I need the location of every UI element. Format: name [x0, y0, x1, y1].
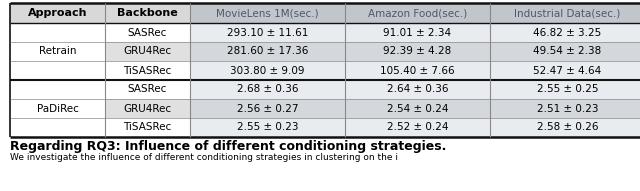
Bar: [345, 99, 490, 118]
Bar: [345, 118, 490, 137]
Text: 91.01 ± 2.34: 91.01 ± 2.34: [383, 28, 452, 37]
Bar: [190, 42, 345, 61]
Text: GRU4Rec: GRU4Rec: [124, 104, 172, 113]
Text: MovieLens 1M(sec.): MovieLens 1M(sec.): [216, 8, 319, 18]
Text: SASRec: SASRec: [128, 28, 167, 37]
Text: SASRec: SASRec: [128, 84, 167, 95]
Text: Industrial Data(sec.): Industrial Data(sec.): [515, 8, 621, 18]
Text: 293.10 ± 11.61: 293.10 ± 11.61: [227, 28, 308, 37]
Bar: [105, 80, 190, 99]
Bar: [105, 99, 190, 118]
Bar: [490, 99, 640, 118]
Text: 46.82 ± 3.25: 46.82 ± 3.25: [533, 28, 602, 37]
Text: 2.56 ± 0.27: 2.56 ± 0.27: [237, 104, 298, 113]
Text: 303.80 ± 9.09: 303.80 ± 9.09: [230, 66, 305, 75]
Bar: [190, 118, 345, 137]
Bar: [190, 3, 345, 23]
Bar: [345, 61, 490, 80]
Bar: [105, 3, 190, 23]
Bar: [190, 99, 345, 118]
Bar: [10, 80, 105, 137]
Text: 105.40 ± 7.66: 105.40 ± 7.66: [380, 66, 455, 75]
Text: 2.58 ± 0.26: 2.58 ± 0.26: [537, 122, 598, 133]
Bar: [190, 23, 345, 42]
Text: 2.54 ± 0.24: 2.54 ± 0.24: [387, 104, 448, 113]
Bar: [345, 80, 490, 99]
Text: Backbone: Backbone: [117, 8, 178, 18]
Bar: [105, 118, 190, 137]
Text: 2.55 ± 0.25: 2.55 ± 0.25: [537, 84, 598, 95]
Bar: [10, 23, 105, 80]
Text: TiSASRec: TiSASRec: [124, 122, 172, 133]
Bar: [345, 23, 490, 42]
Bar: [345, 42, 490, 61]
Text: 2.68 ± 0.36: 2.68 ± 0.36: [237, 84, 298, 95]
Bar: [105, 23, 190, 42]
Bar: [490, 118, 640, 137]
Text: 52.47 ± 4.64: 52.47 ± 4.64: [533, 66, 602, 75]
Text: TiSASRec: TiSASRec: [124, 66, 172, 75]
Bar: [345, 3, 490, 23]
Text: Approach: Approach: [28, 8, 87, 18]
Bar: [190, 80, 345, 99]
Bar: [490, 61, 640, 80]
Bar: [490, 42, 640, 61]
Text: We investigate the influence of different conditioning strategies in clustering : We investigate the influence of differen…: [10, 153, 398, 162]
Text: Retrain: Retrain: [39, 46, 76, 57]
Text: 281.60 ± 17.36: 281.60 ± 17.36: [227, 46, 308, 57]
Text: PaDiRec: PaDiRec: [36, 104, 79, 113]
Text: 2.55 ± 0.23: 2.55 ± 0.23: [237, 122, 298, 133]
Bar: [490, 3, 640, 23]
Bar: [105, 42, 190, 61]
Text: 49.54 ± 2.38: 49.54 ± 2.38: [533, 46, 602, 57]
Text: 2.52 ± 0.24: 2.52 ± 0.24: [387, 122, 448, 133]
Bar: [10, 3, 105, 23]
Bar: [190, 61, 345, 80]
Text: 2.51 ± 0.23: 2.51 ± 0.23: [537, 104, 598, 113]
Bar: [490, 23, 640, 42]
Text: 2.64 ± 0.36: 2.64 ± 0.36: [387, 84, 448, 95]
Text: Regarding RQ3: Influence of different conditioning strategies.: Regarding RQ3: Influence of different co…: [10, 140, 446, 153]
Bar: [105, 61, 190, 80]
Bar: [490, 80, 640, 99]
Text: 92.39 ± 4.28: 92.39 ± 4.28: [383, 46, 452, 57]
Text: GRU4Rec: GRU4Rec: [124, 46, 172, 57]
Text: Amazon Food(sec.): Amazon Food(sec.): [368, 8, 467, 18]
